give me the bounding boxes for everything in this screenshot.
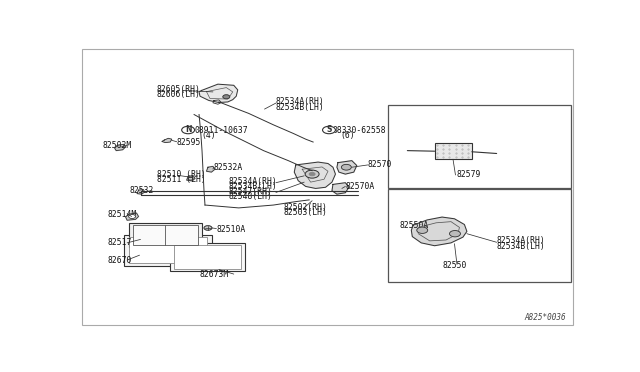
Text: 82570A: 82570A [346,182,374,191]
Text: 08330-62558: 08330-62558 [333,126,387,135]
Polygon shape [207,166,215,172]
Text: 82579: 82579 [457,170,481,179]
Text: A825*0036: A825*0036 [524,314,566,323]
Text: 82673M: 82673M [199,270,228,279]
Text: 82534B(LH): 82534B(LH) [497,241,545,250]
Text: 82514M: 82514M [108,210,136,219]
Bar [170,243,244,271]
Text: 82532A: 82532A [214,163,243,172]
Text: N: N [185,125,191,135]
Polygon shape [294,162,335,189]
Text: 82534A(RH): 82534A(RH) [229,177,278,186]
Text: 82570: 82570 [367,160,392,169]
Circle shape [204,226,212,230]
Circle shape [341,164,351,170]
Text: 82510A: 82510A [216,225,246,234]
Bar [124,235,212,266]
Polygon shape [337,161,356,174]
Polygon shape [125,213,138,220]
Text: 82534B(LH): 82534B(LH) [229,182,278,191]
Circle shape [223,95,230,99]
Circle shape [417,227,428,233]
Text: 08911-10637: 08911-10637 [194,126,248,135]
Circle shape [305,170,319,178]
Text: 82670: 82670 [108,256,132,265]
Bar [132,225,198,244]
Text: 82547(RH): 82547(RH) [229,187,273,196]
Circle shape [129,215,136,218]
Text: 82517: 82517 [108,238,132,247]
Text: 82605(RH): 82605(RH) [157,84,201,93]
Bar [388,105,571,188]
Polygon shape [115,144,125,151]
Polygon shape [187,176,195,181]
Text: 82534A(RH): 82534A(RH) [497,236,545,246]
Polygon shape [412,217,467,246]
Text: 82534B(LH): 82534B(LH) [276,103,324,112]
Text: 82532: 82532 [129,186,154,195]
Circle shape [182,126,195,134]
Polygon shape [199,84,237,103]
Bar [129,237,207,263]
Text: S: S [326,125,332,135]
Text: 82511 (LH): 82511 (LH) [157,175,205,184]
Text: (6): (6) [340,131,355,140]
Text: 82502(RH): 82502(RH) [284,203,327,212]
Text: 82510 (RH): 82510 (RH) [157,170,205,179]
Polygon shape [162,138,172,142]
Polygon shape [137,190,145,194]
Text: 82534A(RH): 82534A(RH) [276,97,324,106]
Bar [129,223,202,247]
Text: 82503(LH): 82503(LH) [284,208,327,217]
Text: 82606(LH): 82606(LH) [157,90,201,99]
Bar [174,245,241,269]
Circle shape [309,172,315,176]
Text: 82595: 82595 [177,138,201,147]
Circle shape [323,126,335,134]
Polygon shape [332,183,349,194]
Text: 82550: 82550 [442,261,467,270]
Circle shape [449,231,460,237]
Text: 82550A: 82550A [400,221,429,230]
Text: 82502M: 82502M [102,141,132,150]
Text: 82548(LH): 82548(LH) [229,192,273,201]
Bar [435,144,472,159]
Text: (4): (4) [202,131,216,140]
Bar [388,189,571,282]
